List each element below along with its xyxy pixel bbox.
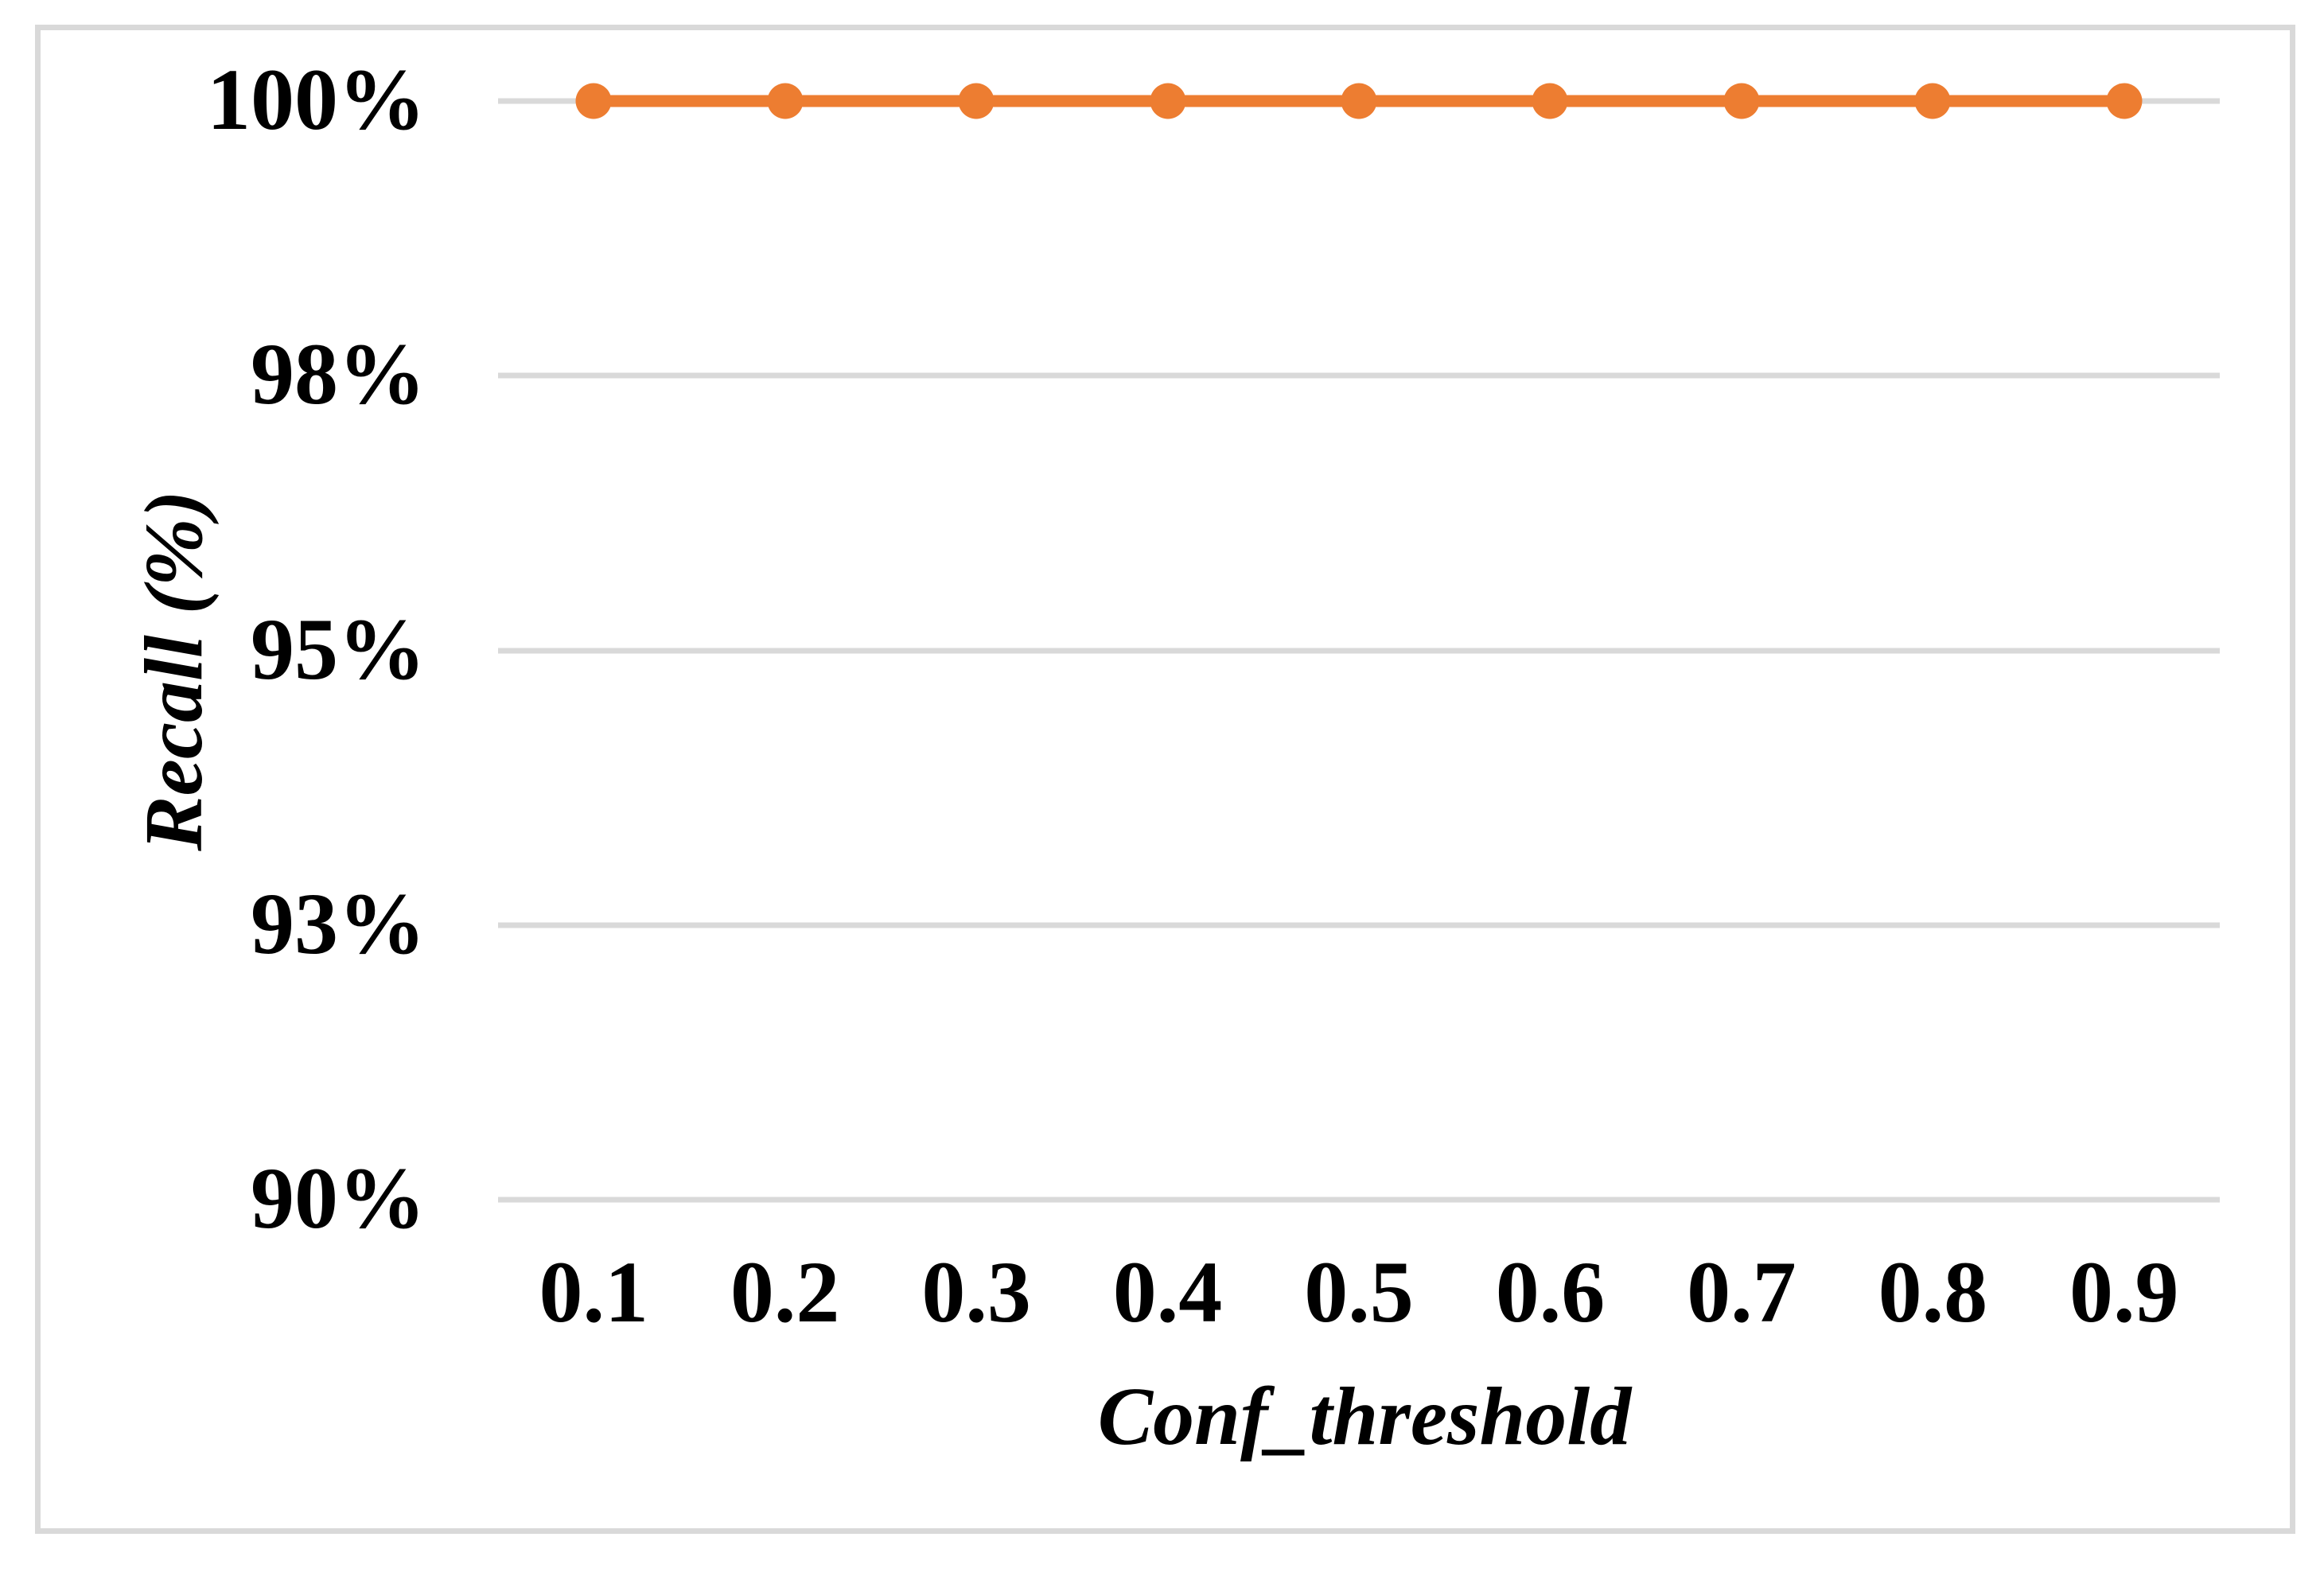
data-point-marker xyxy=(1532,83,1568,119)
x-tick-label: 0.9 xyxy=(2069,1243,2179,1341)
y-tick-label: 93% xyxy=(251,874,426,972)
gridline xyxy=(498,1197,2220,1203)
plot-area xyxy=(498,83,2220,1203)
x-tick-label: 0.7 xyxy=(1687,1243,1797,1341)
y-tick-label: 95% xyxy=(251,600,426,698)
data-point-marker xyxy=(2106,83,2143,119)
y-tick-label: 90% xyxy=(251,1149,426,1247)
data-point-marker xyxy=(1723,83,1760,119)
x-tick-label: 0.6 xyxy=(1495,1243,1606,1341)
chart-frame xyxy=(35,25,2295,1534)
y-tick-label: 100% xyxy=(207,50,426,148)
y-tick-label: 98% xyxy=(251,325,426,423)
data-point-marker xyxy=(1150,83,1186,119)
x-tick-label: 0.3 xyxy=(921,1243,1031,1341)
x-tick-label: 0.8 xyxy=(1878,1243,1988,1341)
data-point-marker xyxy=(958,83,995,119)
gridline xyxy=(498,922,2220,928)
data-point-marker xyxy=(575,83,612,119)
data-point-marker xyxy=(1341,83,1377,119)
x-tick-label: 0.1 xyxy=(539,1243,648,1341)
gridline xyxy=(498,648,2220,653)
x-tick-label: 0.5 xyxy=(1304,1243,1414,1341)
data-point-marker xyxy=(1914,83,1951,119)
x-tick-label: 0.4 xyxy=(1112,1243,1223,1341)
x-tick-label: 0.2 xyxy=(730,1243,840,1341)
data-point-marker xyxy=(767,83,804,119)
x-axis-title: Conf_threshold xyxy=(1097,1371,1632,1462)
gridline xyxy=(498,372,2220,379)
y-axis-title: Recall (%) xyxy=(128,490,220,851)
